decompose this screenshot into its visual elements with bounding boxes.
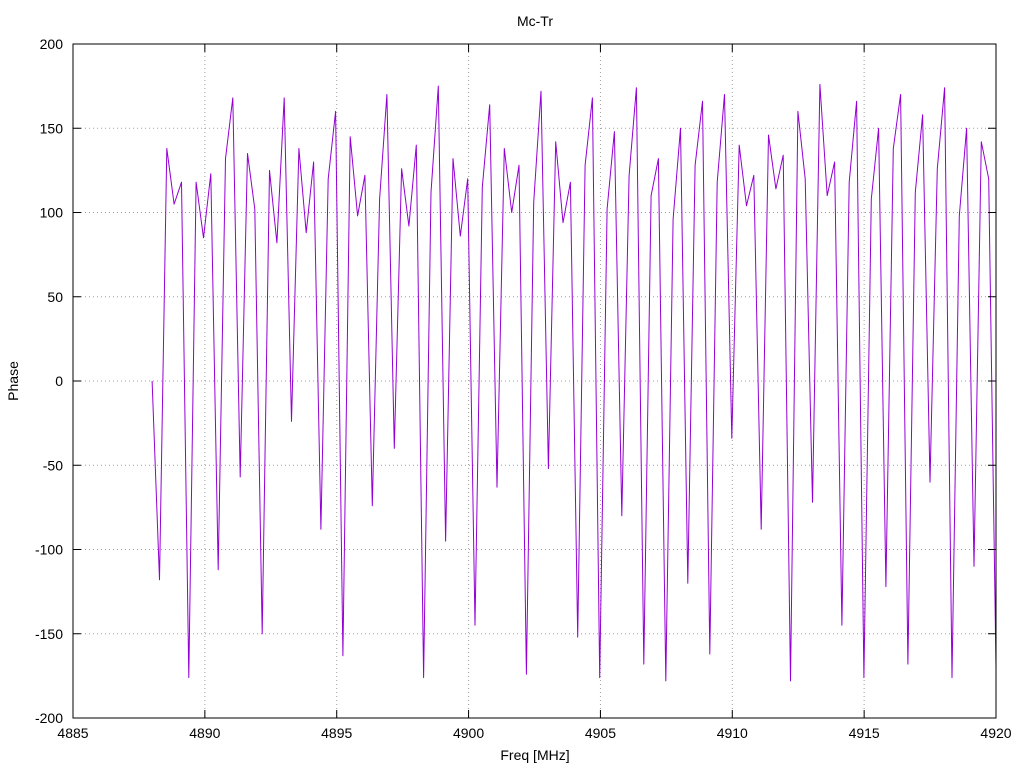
chart-title: Mc-Tr xyxy=(517,13,553,29)
x-tick-label: 4905 xyxy=(585,725,616,741)
y-tick-label: -50 xyxy=(43,457,63,473)
y-tick-label: -200 xyxy=(35,710,63,726)
x-tick-labels: 4885 4890 4895 4900 4905 4910 4915 4920 xyxy=(57,725,1011,741)
x-tick-label: 4890 xyxy=(189,725,220,741)
y-tick-label: 100 xyxy=(40,205,64,221)
y-tick-label: -150 xyxy=(35,626,63,642)
x-tick-label: 4885 xyxy=(57,725,88,741)
gridlines xyxy=(73,44,996,718)
x-tick-label: 4915 xyxy=(849,725,880,741)
series-line-0 xyxy=(151,83,997,682)
y-tick-label: 0 xyxy=(55,373,63,389)
y-tick-label: 150 xyxy=(40,120,64,136)
y-tick-label: 200 xyxy=(40,36,64,52)
x-tick-label: 4910 xyxy=(717,725,748,741)
x-tick-label: 4920 xyxy=(980,725,1011,741)
x-tick-label: 4900 xyxy=(453,725,484,741)
y-tick-labels: 200 150 100 50 0 -50 -100 -150 -200 xyxy=(35,36,63,726)
tick-marks xyxy=(72,43,997,719)
x-tick-label: 4895 xyxy=(321,725,352,741)
y-tick-label: 50 xyxy=(47,289,63,305)
series-layer xyxy=(151,83,997,682)
x-axis-label: Freq [MHz] xyxy=(500,747,569,763)
y-tick-label: -100 xyxy=(35,542,63,558)
y-axis-label: Phase xyxy=(5,361,21,401)
